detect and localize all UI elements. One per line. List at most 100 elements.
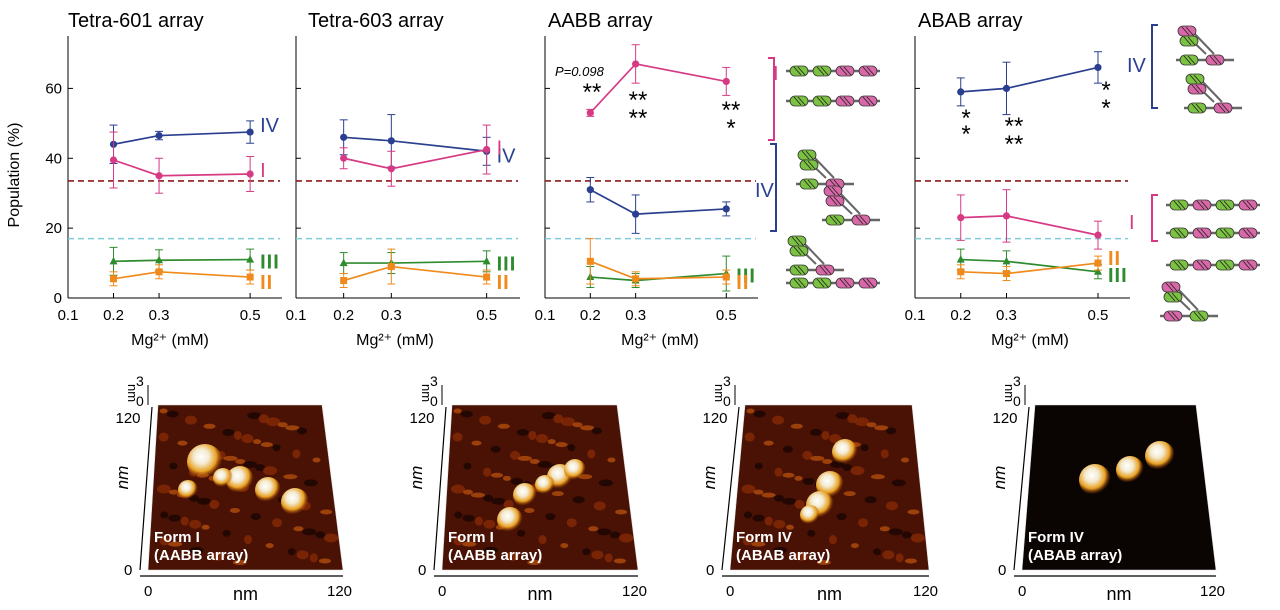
afm-texture: [483, 494, 494, 502]
data-point: [246, 273, 254, 281]
nucleosome-icon: [1163, 291, 1183, 303]
afm-texture: [258, 414, 269, 424]
afm-texture: [535, 434, 548, 444]
nucleosome-icon: [789, 245, 809, 257]
afm-z-axis-label: nm: [1002, 384, 1017, 402]
afm-texture: [491, 497, 506, 505]
chart-title: ABAB array: [918, 10, 1022, 32]
afm-texture: [582, 548, 591, 556]
afm-nucleosome-blob: [497, 507, 523, 533]
nucleosome-icon: [812, 277, 832, 289]
series-line-II: [590, 260, 727, 280]
afm-texture: [222, 428, 235, 436]
afm-texture: [460, 410, 473, 418]
afm-texture: [774, 467, 783, 477]
nucleosome-icon: [825, 195, 845, 207]
afm-texture: [283, 474, 298, 480]
afm-texture: [255, 464, 266, 472]
nucleosome-icon: [858, 95, 878, 107]
schematic-form-IV-aabb: [822, 185, 880, 226]
afm-texture: [168, 514, 181, 522]
afm-nucleosome-blob: [564, 459, 586, 481]
afm-texture: [572, 422, 583, 428]
x-tick-label: 0.5: [716, 307, 737, 324]
series-line-I: [589, 63, 727, 114]
afm-texture: [243, 461, 258, 469]
data-point: [155, 172, 163, 180]
afm-texture: [235, 458, 246, 464]
afm-texture: [864, 496, 877, 504]
afm-texture: [593, 501, 606, 511]
series-line-IV: [960, 66, 1099, 93]
significance-marker: *: [1101, 77, 1110, 104]
series-line-IV: [589, 188, 727, 216]
nucleosome-icon: [1189, 310, 1209, 322]
schematic-form-IV-abab: [1176, 25, 1234, 66]
afm-texture: [292, 449, 301, 459]
afm-y-axis: [721, 406, 740, 571]
afm-x-axis-label: nm: [817, 584, 842, 604]
series-line-IV: [343, 136, 487, 153]
series-label-II: II: [1108, 248, 1121, 270]
afm-texture: [510, 477, 523, 485]
series-line-I: [960, 215, 1099, 236]
nucleosome-icon: [1163, 310, 1183, 322]
series-label-III: III: [736, 266, 756, 288]
afm-y-tick-label: 0: [124, 562, 132, 579]
data-point: [1002, 84, 1011, 92]
p-value-annotation: P=0.098: [555, 64, 605, 79]
series-line-IV: [113, 131, 251, 146]
data-point: [246, 128, 254, 136]
data-point: [1002, 212, 1011, 220]
nucleosome-icon: [1177, 25, 1197, 37]
afm-texture: [551, 491, 564, 497]
significance-marker: *: [1101, 95, 1110, 122]
schematic-bracket-form-I-aabb: [768, 57, 775, 141]
x-tick-label: 0.1: [535, 307, 556, 324]
afm-y-axis-label: nm: [407, 466, 426, 490]
afm-texture: [901, 531, 912, 539]
afm-z-axis-label: nm: [712, 384, 727, 402]
afm-texture: [572, 496, 585, 504]
afm-texture: [229, 507, 240, 513]
nucleosome-icon: [825, 214, 845, 226]
afm-texture: [479, 415, 492, 425]
schematic-bracket-form-I-abab: [1151, 194, 1158, 242]
data-point: [1094, 259, 1102, 267]
data-point: [387, 137, 395, 145]
afm-texture: [315, 531, 326, 539]
nucleosome-icon: [835, 277, 855, 289]
afm-nucleosome-blob: [1145, 441, 1175, 471]
nucleosome-icon: [815, 264, 835, 276]
nucleosome-icon: [1192, 199, 1212, 211]
afm-texture: [764, 516, 773, 526]
afm-z-tick-label: 0: [723, 393, 731, 409]
afm-texture: [483, 519, 496, 529]
afm-texture: [537, 461, 552, 469]
afm-texture: [773, 494, 784, 502]
afm-form-label: Form I: [448, 529, 494, 546]
series-label-I: I: [497, 138, 504, 160]
series-line-I: [343, 148, 487, 170]
afm-frame: [441, 404, 639, 571]
nucleosome-icon: [1205, 54, 1225, 66]
significance-marker: *: [961, 121, 970, 148]
afm-texture: [497, 423, 510, 429]
afm-texture: [247, 412, 262, 420]
afm-texture: [843, 491, 856, 497]
afm-texture: [744, 511, 753, 519]
series-label-II: II: [260, 272, 273, 294]
nucleosome-icon: [789, 95, 809, 107]
data-point: [483, 145, 491, 154]
afm-texture: [510, 450, 521, 460]
nucleosome-icon: [823, 185, 843, 197]
x-tick-label: 0.1: [286, 307, 307, 324]
afm-texture: [835, 412, 850, 420]
afm-texture: [597, 528, 612, 536]
afm-texture: [184, 415, 197, 425]
nucleosome-icon: [1238, 227, 1258, 239]
x-axis-label: Mg²⁺ (mM): [131, 332, 209, 349]
